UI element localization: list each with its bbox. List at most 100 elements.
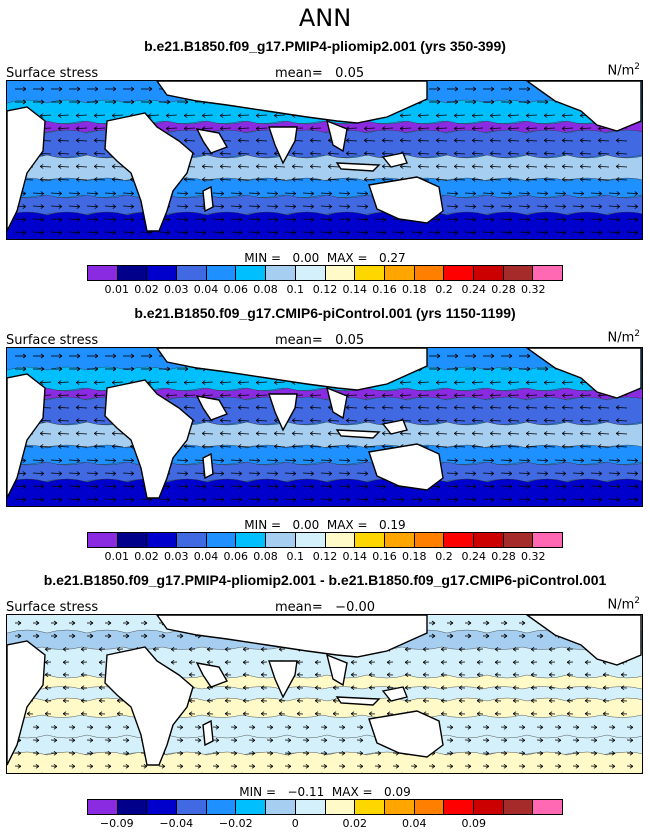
wind-vector [472, 179, 484, 181]
wind-vector [364, 127, 376, 129]
wind-vector-head [165, 393, 170, 398]
wind-vector [436, 446, 448, 448]
wind-vector-head [453, 138, 458, 143]
landmass [368, 176, 444, 224]
wind-vector [14, 485, 26, 487]
wind-vector [626, 459, 638, 461]
landmass [268, 660, 298, 699]
wind-vector [464, 485, 476, 487]
wind-vector [238, 153, 250, 155]
wind-vector [230, 205, 242, 207]
wind-vector [482, 472, 494, 474]
wind-vector [274, 446, 286, 448]
wind-vector [374, 231, 386, 233]
wind-vector-head [472, 366, 477, 372]
wind-vector [554, 459, 566, 461]
wind-vector-head [112, 204, 117, 209]
wind-vector [436, 433, 448, 435]
wind-vector-head [530, 698, 535, 704]
wind-vector [544, 394, 556, 396]
wind-vector-head [323, 750, 328, 756]
wind-vector [166, 381, 178, 383]
wind-vector-head [53, 750, 58, 756]
wind-vector-head [220, 191, 225, 196]
wind-vector-head [112, 484, 117, 489]
colorbar-swatch [295, 266, 326, 280]
wind-vector-head [255, 126, 260, 131]
wind-vector-head [508, 497, 513, 502]
wind-vector-head [471, 138, 476, 143]
wind-vector-head [435, 393, 440, 398]
wind-vector [58, 166, 70, 168]
wind-vector-head [206, 659, 211, 665]
wind-vector-head [125, 737, 130, 743]
wind-vector-head [197, 763, 202, 769]
wind-vector [248, 231, 260, 233]
wind-vector [616, 446, 628, 448]
wind-vector-head [58, 99, 63, 105]
wind-vector [238, 407, 250, 409]
wind-vector-head [507, 393, 512, 398]
colorbar-tick-label: 0.01 [104, 283, 130, 296]
wind-vector [508, 140, 520, 142]
wind-vector-head [89, 763, 94, 769]
wind-vector-head [93, 418, 98, 423]
wind-vector-head [489, 177, 494, 182]
colorbar-tick-label: 0.14 [342, 550, 368, 563]
wind-vector [580, 446, 592, 448]
wind-vector-head [220, 484, 225, 489]
wind-vector-head [57, 164, 62, 169]
wind-vector-head [579, 164, 584, 169]
wind-vector [544, 153, 556, 155]
contour-band [7, 211, 642, 239]
wind-vector-head [242, 659, 247, 665]
wind-vector [598, 433, 610, 435]
wind-vector-head [148, 99, 153, 105]
landmass [268, 393, 298, 432]
wind-vector-head [616, 497, 621, 502]
wind-vector [562, 114, 574, 116]
wind-vector-head [35, 763, 40, 769]
wind-vector [500, 485, 512, 487]
wind-vector-head [561, 393, 566, 398]
wind-vector [518, 218, 530, 220]
wind-vector-head [148, 86, 153, 92]
wind-vector [122, 459, 134, 461]
wind-vector-head [76, 86, 81, 92]
wind-vector [598, 420, 610, 422]
wind-vector [302, 218, 314, 220]
wind-vector-head [562, 230, 567, 235]
wind-vector [32, 205, 44, 207]
wind-vector-head [471, 380, 476, 385]
wind-vector-head [233, 750, 238, 756]
wind-vector [202, 179, 214, 181]
wind-vector-head [579, 444, 584, 449]
wind-vector [58, 446, 70, 448]
wind-vector-head [598, 471, 603, 476]
wind-vector [544, 446, 556, 448]
colorbar-swatch [88, 266, 118, 280]
wind-vector-head [310, 204, 315, 209]
wind-vector [248, 472, 260, 474]
wind-vector [572, 498, 584, 500]
wind-vector-head [260, 646, 265, 652]
wind-vector-head [507, 405, 512, 410]
wind-vector [554, 218, 566, 220]
colorbar-tick-label: 0.03 [164, 283, 189, 296]
wind-vector [266, 231, 278, 233]
wind-vector-head [76, 99, 81, 105]
wind-vector [230, 498, 242, 500]
wind-vector-head [273, 431, 278, 436]
wind-vector [490, 420, 502, 422]
wind-vector-head [597, 418, 602, 423]
wind-vector [320, 498, 332, 500]
wind-vector-head [237, 393, 242, 398]
wind-vector [364, 140, 376, 142]
wind-vector-head [400, 497, 405, 502]
wind-vector-head [116, 711, 121, 717]
wind-vector-head [557, 750, 562, 756]
wind-vector-head [98, 711, 103, 717]
wind-vector [562, 394, 574, 396]
wind-vector-head [35, 620, 40, 626]
wind-vector [508, 166, 520, 168]
